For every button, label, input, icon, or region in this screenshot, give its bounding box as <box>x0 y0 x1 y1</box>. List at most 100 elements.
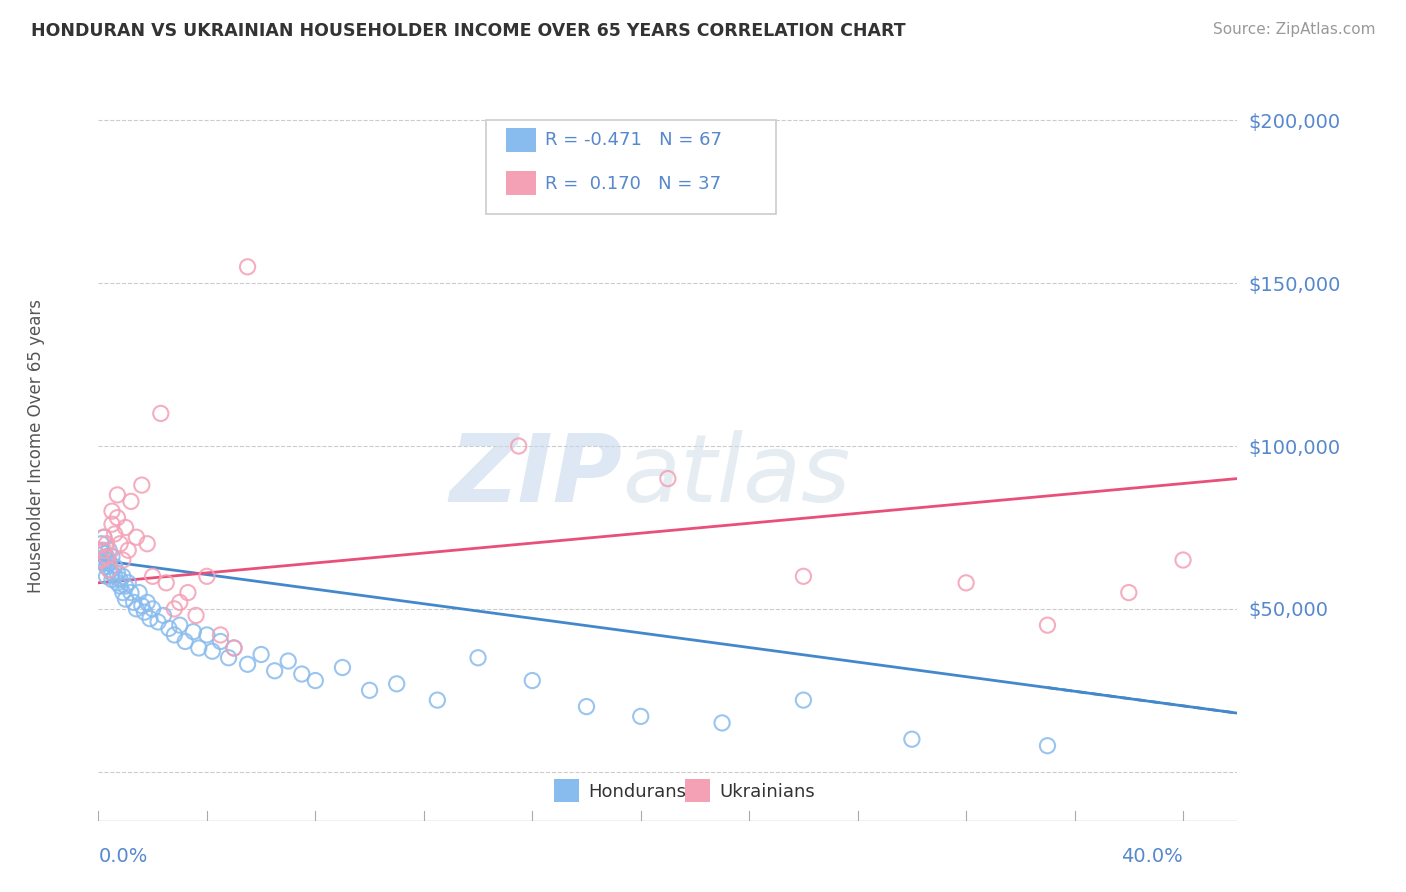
Point <box>96 569 118 583</box>
Point <box>93 530 115 544</box>
Point <box>107 575 129 590</box>
Point <box>111 585 134 599</box>
Point <box>93 530 115 544</box>
Point <box>90 543 112 558</box>
Point <box>104 527 127 541</box>
Text: R =  0.170   N = 37: R = 0.170 N = 37 <box>546 175 721 193</box>
Bar <box>554 780 579 802</box>
Point <box>98 563 121 577</box>
Point <box>149 406 172 420</box>
Point <box>107 566 129 580</box>
Point <box>90 553 112 567</box>
Text: 40.0%: 40.0% <box>1122 847 1182 866</box>
Point <box>184 608 207 623</box>
Point <box>108 573 131 587</box>
Point <box>263 664 285 678</box>
Point <box>195 569 218 583</box>
Point <box>218 650 240 665</box>
Point <box>1118 585 1140 599</box>
Text: ZIP: ZIP <box>450 430 623 522</box>
Point <box>93 543 115 558</box>
Point <box>120 494 142 508</box>
Point <box>114 579 136 593</box>
Point <box>304 673 326 688</box>
Point <box>136 595 159 609</box>
Point <box>111 553 134 567</box>
Point <box>96 537 118 551</box>
Text: Source: ZipAtlas.com: Source: ZipAtlas.com <box>1212 22 1375 37</box>
Point <box>104 569 127 583</box>
Text: Householder Income Over 65 years: Householder Income Over 65 years <box>27 299 45 593</box>
Point <box>385 677 408 691</box>
Bar <box>685 780 710 802</box>
Point <box>467 650 489 665</box>
Point <box>657 472 679 486</box>
Point <box>96 559 118 574</box>
Text: Ukrainians: Ukrainians <box>718 783 815 801</box>
Point <box>522 673 544 688</box>
Bar <box>506 128 536 153</box>
Point <box>1171 553 1194 567</box>
Point <box>187 640 209 655</box>
Point <box>131 478 153 492</box>
Point <box>120 585 142 599</box>
Point <box>169 618 191 632</box>
Point <box>93 547 115 561</box>
Point <box>236 657 259 672</box>
Point <box>1036 739 1059 753</box>
Point <box>107 510 129 524</box>
Text: Hondurans: Hondurans <box>588 783 686 801</box>
Point <box>711 715 734 730</box>
Point <box>174 634 197 648</box>
Point <box>359 683 381 698</box>
Point <box>157 622 180 636</box>
Point <box>101 549 124 564</box>
Point <box>222 640 245 655</box>
Point <box>195 628 218 642</box>
Point <box>98 563 121 577</box>
Point <box>125 530 148 544</box>
Point <box>96 549 118 564</box>
Point <box>277 654 299 668</box>
Point <box>101 504 124 518</box>
Point <box>117 543 139 558</box>
Point <box>101 517 124 532</box>
Point <box>104 559 127 574</box>
Point <box>792 693 814 707</box>
Point <box>209 628 232 642</box>
Point <box>128 585 150 599</box>
Point <box>101 566 124 580</box>
Point <box>236 260 259 274</box>
Point <box>169 595 191 609</box>
Point <box>163 628 186 642</box>
Point <box>177 585 200 599</box>
Point <box>96 549 118 564</box>
Point <box>108 579 131 593</box>
Point <box>142 602 165 616</box>
Point <box>155 575 177 590</box>
Point <box>101 573 124 587</box>
Point <box>90 553 112 567</box>
Point <box>146 615 169 629</box>
Point <box>90 537 112 551</box>
Point <box>111 569 134 583</box>
Point <box>209 634 232 648</box>
Point <box>152 608 174 623</box>
Point <box>131 599 153 613</box>
Point <box>114 520 136 534</box>
Point <box>201 644 224 658</box>
Point <box>98 543 121 558</box>
Point <box>630 709 652 723</box>
Point <box>122 595 145 609</box>
Point <box>901 732 924 747</box>
Point <box>117 575 139 590</box>
Point <box>98 556 121 570</box>
Text: R = -0.471   N = 67: R = -0.471 N = 67 <box>546 131 721 149</box>
Point <box>93 556 115 570</box>
Point <box>114 592 136 607</box>
Text: HONDURAN VS UKRAINIAN HOUSEHOLDER INCOME OVER 65 YEARS CORRELATION CHART: HONDURAN VS UKRAINIAN HOUSEHOLDER INCOME… <box>31 22 905 40</box>
Point <box>183 624 205 639</box>
Point <box>792 569 814 583</box>
Point <box>136 537 159 551</box>
Point <box>250 648 273 662</box>
